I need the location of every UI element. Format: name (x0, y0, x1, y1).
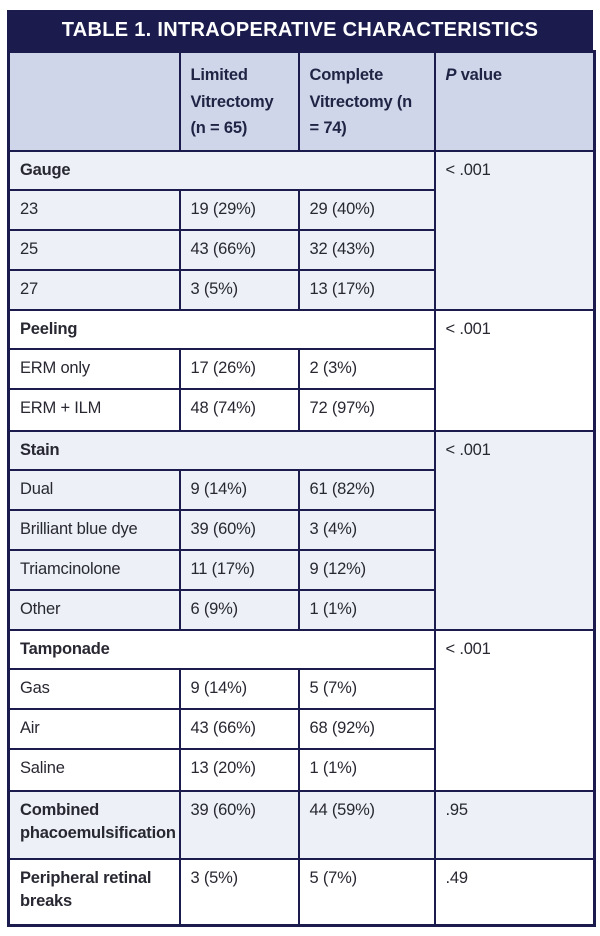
table-row: ERM + ILM 48 (74%) 72 (97%) (7, 387, 595, 432)
p-rest: value (456, 66, 502, 84)
complete-value: 29 (40%) (297, 188, 436, 231)
column-header-limited: Limited Vitrectomy (n = 65) (178, 50, 300, 152)
row-label: 25 (7, 228, 181, 271)
limited-value: 9 (14%) (178, 667, 300, 710)
table-row: 25 43 (66%) 32 (43%) (7, 228, 595, 271)
table-row: Dual 9 (14%) 61 (82%) (7, 468, 595, 511)
limited-value: 6 (9%) (178, 588, 300, 631)
complete-value: 72 (97%) (297, 387, 436, 432)
table-row: Other 6 (9%) 1 (1%) (7, 588, 595, 631)
section-row-tamponade: Tamponade < .001 (7, 628, 596, 792)
limited-value: 43 (66%) (178, 228, 300, 271)
complete-value: 1 (1%) (297, 747, 436, 792)
table-row: ERM only 17 (26%) 2 (3%) (7, 347, 595, 390)
section-row-gauge: Gauge < .001 (7, 149, 596, 311)
p-value-cell: .95 (433, 789, 596, 860)
complete-value: 3 (4%) (297, 508, 436, 551)
limited-value: 13 (20%) (178, 747, 300, 792)
limited-value: 11 (17%) (178, 548, 300, 591)
row-label: Brilliant blue dye (7, 508, 181, 551)
limited-value: 39 (60%) (178, 789, 300, 860)
complete-value: 32 (43%) (297, 228, 436, 271)
section-label: Stain (7, 429, 436, 471)
row-label: 23 (7, 188, 181, 231)
row-label: Peripheral retinal breaks (7, 857, 181, 927)
p-value-cell: < .001 (433, 149, 596, 311)
column-header-blank (7, 50, 181, 152)
table-row: Saline 13 (20%) 1 (1%) (7, 747, 595, 792)
section-label: Gauge (7, 149, 436, 191)
limited-value: 43 (66%) (178, 707, 300, 750)
table-row: Air 43 (66%) 68 (92%) (7, 707, 595, 750)
row-label: 27 (7, 268, 181, 311)
column-header-pvalue: P value (433, 50, 596, 152)
row-label: Triamcinolone (7, 548, 181, 591)
row-label: ERM only (7, 347, 181, 390)
complete-value: 5 (7%) (297, 857, 436, 927)
p-value-cell: < .001 (433, 429, 596, 631)
table-row: Gas 9 (14%) 5 (7%) (7, 667, 595, 710)
row-label: Air (7, 707, 181, 750)
section-label: Tamponade (7, 628, 436, 670)
row-label: Combined phacoemulsification (7, 789, 181, 860)
limited-value: 9 (14%) (178, 468, 300, 511)
table-row: Brilliant blue dye 39 (60%) 3 (4%) (7, 508, 595, 551)
summary-row-peripheral-breaks: Peripheral retinal breaks 3 (5%) 5 (7%) … (7, 857, 596, 927)
section-label: Peeling (7, 308, 436, 350)
complete-value: 5 (7%) (297, 667, 436, 710)
table-row: 27 3 (5%) 13 (17%) (7, 268, 595, 311)
complete-value: 9 (12%) (297, 548, 436, 591)
limited-value: 17 (26%) (178, 347, 300, 390)
table-title: TABLE 1. INTRAOPERATIVE CHARACTERISTICS (61, 18, 539, 41)
row-label: Dual (7, 468, 181, 511)
summary-row-combined-phaco: Combined phacoemulsification 39 (60%) 44… (7, 789, 596, 860)
complete-value: 68 (92%) (297, 707, 436, 750)
column-header-complete: Complete Vitrectomy (n = 74) (297, 50, 436, 152)
table-row: Triamcinolone 11 (17%) 9 (12%) (7, 548, 595, 591)
column-header-row: Limited Vitrectomy (n = 65) Complete Vit… (7, 50, 596, 152)
limited-value: 3 (5%) (178, 857, 300, 927)
table-title-bar: TABLE 1. INTRAOPERATIVE CHARACTERISTICS (7, 10, 593, 50)
complete-value: 13 (17%) (297, 268, 436, 311)
complete-value: 61 (82%) (297, 468, 436, 511)
limited-value: 39 (60%) (178, 508, 300, 551)
complete-value: 44 (59%) (297, 789, 436, 860)
row-label: Gas (7, 667, 181, 710)
row-label: Other (7, 588, 181, 631)
table-row: 23 19 (29%) 29 (40%) (7, 188, 595, 231)
row-label: ERM + ILM (7, 387, 181, 432)
p-value-cell: < .001 (433, 308, 596, 432)
row-label: Saline (7, 747, 181, 792)
limited-value: 19 (29%) (178, 188, 300, 231)
limited-value: 48 (74%) (178, 387, 300, 432)
complete-value: 2 (3%) (297, 347, 436, 390)
p-italic: P (445, 66, 457, 84)
section-row-stain: Stain < .001 (7, 429, 596, 631)
intraoperative-characteristics-table: Limited Vitrectomy (n = 65) Complete Vit… (7, 50, 596, 927)
p-value-cell: .49 (433, 857, 596, 927)
p-value-cell: < .001 (433, 628, 596, 792)
limited-value: 3 (5%) (178, 268, 300, 311)
section-row-peeling: Peeling < .001 (7, 308, 596, 432)
complete-value: 1 (1%) (297, 588, 436, 631)
